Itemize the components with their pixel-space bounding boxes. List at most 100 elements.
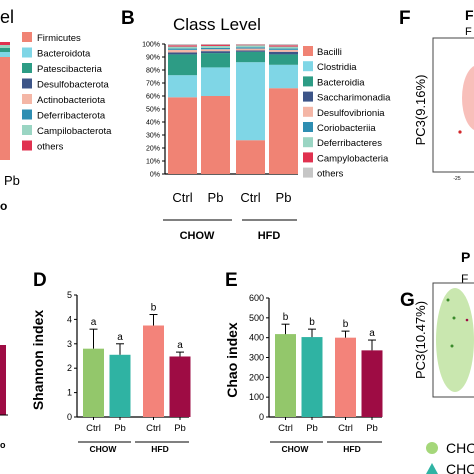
legend-label: Desulfovibrionia — [317, 108, 385, 119]
bar-segment-desulfovibrionia — [168, 49, 197, 53]
x-tick-label: Ctrl — [86, 423, 101, 434]
legend-swatch — [303, 61, 313, 72]
bar-segment-campylobacteria — [168, 45, 197, 47]
panel-g-subtitle: F — [461, 272, 468, 286]
panel-c-label-fragment: o — [0, 440, 6, 450]
legend-label: Actinobacteriota — [37, 95, 106, 106]
x-tick-label: Ctrl — [338, 423, 353, 434]
bar-segment-desulfovibrionia — [236, 48, 265, 51]
y-tick-label: 600 — [249, 293, 264, 303]
panel-a-xlabel: Pb — [4, 173, 20, 188]
significance-letter: b — [309, 317, 315, 328]
legend-label: Clostridia — [317, 62, 357, 73]
x-tick-label: Pb — [276, 190, 292, 205]
panel-d: D Shannon index 0 1 2 3 4 5 a Ctrl a Pb b Ctrl a Pb C… — [30, 270, 191, 454]
panel-g-letter: G — [400, 290, 415, 311]
y-tick-label: 300 — [249, 353, 264, 363]
bar-segment-clostridia — [269, 64, 298, 89]
x-tick-label: Ctrl — [146, 423, 161, 434]
y-tick-label: 0 — [67, 412, 72, 422]
bar-segment-desulfovibrionia — [269, 49, 298, 52]
panel-a-group-label: o — [0, 199, 7, 213]
y-tick-label: 1 — [67, 388, 72, 398]
panel-e-group-chow: CHOW — [282, 444, 310, 454]
bar-segment-clostridia — [168, 75, 197, 98]
bar-segment-desulfovibrionia — [201, 49, 230, 52]
bar-segment-others — [168, 44, 197, 46]
panel-f-plot-frame — [432, 37, 474, 173]
legend-swatch — [303, 152, 313, 163]
legend-swatch — [22, 47, 32, 58]
y-tick-label: 0% — [150, 172, 160, 179]
bar-segment-deferribacteres — [168, 46, 197, 49]
panel-f-title: F — [465, 7, 474, 23]
y-tick-label: 4 — [67, 314, 72, 324]
bar-segment-clostridia — [201, 67, 230, 96]
bar-segment-deferribacteres — [269, 46, 298, 49]
bar — [169, 356, 191, 417]
bar-segment-bacilli — [201, 96, 230, 174]
bar — [361, 350, 383, 417]
bar-segment-coriobacteriia — [168, 48, 197, 50]
legend-label: Bacteroidota — [37, 49, 91, 60]
legend-label: Saccharimonadia — [317, 93, 391, 104]
bar — [83, 348, 104, 417]
panel-g-plot-frame — [432, 282, 474, 398]
panel-d-group-hfd: HFD — [151, 444, 168, 454]
y-tick-label: 500 — [249, 313, 264, 323]
significance-letter: a — [177, 340, 183, 351]
legend-swatch — [303, 122, 313, 132]
legend-swatch — [22, 94, 32, 104]
panel-c-bar-fragment — [0, 345, 6, 415]
bar-segment-saccharimonadia — [269, 51, 298, 55]
bar-segment-saccharimonadia — [236, 50, 265, 52]
bar — [275, 334, 296, 417]
panel-a: el Firmicutes Bacteroidota Patescibacteria… — [0, 7, 112, 213]
bar-segment-saccharimonadia — [168, 52, 197, 55]
panel-g-point — [465, 318, 469, 322]
bar-segment-coriobacteriia — [269, 48, 298, 50]
y-tick-label: 80% — [146, 68, 160, 75]
y-tick-label: 0 — [259, 412, 264, 422]
y-tick-label: 200 — [249, 372, 264, 382]
panel-b-bars — [168, 44, 298, 174]
panel-f-tick-label: -25 — [453, 176, 460, 182]
panel-f: F F F PC3(9.16%) -25 — [399, 7, 474, 182]
bar — [109, 354, 131, 417]
panel-b-x-labels: Ctrl Pb Ctrl Pb — [172, 190, 291, 205]
bar-segment-deferribacteres — [236, 45, 265, 48]
panel-f-ellipse — [462, 66, 474, 130]
legend-label: Bacteroidia — [317, 77, 365, 88]
panel-d-group-chow: CHOW — [90, 444, 118, 454]
y-tick-label: 400 — [249, 333, 264, 343]
panel-g-title: P — [461, 249, 470, 265]
panel-d-ylabel: Shannon index — [30, 310, 46, 411]
panel-e-group-hfd: HFD — [343, 444, 360, 454]
y-tick-label: 100 — [249, 392, 264, 402]
legend-swatch — [303, 106, 313, 117]
y-tick-label: 40% — [146, 120, 160, 127]
bar-segment-campylobacteria — [201, 44, 230, 46]
x-tick-label: Pb — [208, 190, 224, 205]
x-tick-label: Pb — [174, 423, 186, 434]
legend-swatch — [303, 167, 313, 178]
panel-a-bar-seg-deferri — [0, 45, 10, 48]
x-tick-label: Pb — [114, 423, 126, 434]
y-tick-label: 100% — [142, 42, 160, 49]
panel-g: G P F PC3(10.47%) CHO CHO — [400, 249, 474, 474]
legend-label: Campilobacterota — [37, 126, 112, 137]
panel-g-legend-marker-circle — [426, 442, 438, 454]
panel-g-legend-marker-triangle — [426, 463, 438, 474]
panel-b-group-hfd: HFD — [258, 230, 281, 242]
panel-a-bar-seg-campilo — [0, 42, 10, 45]
legend-label: Campylobacteria — [317, 153, 389, 164]
bar-segment-coriobacteriia — [236, 47, 265, 49]
significance-letter: a — [369, 328, 375, 339]
legend-label: others — [317, 169, 344, 180]
bar-segment-others — [269, 44, 298, 46]
panel-e-plot: 0 100 200 300 400 500 600 b Ctrl b Pb b Ctrl a Pb — [249, 293, 383, 434]
panel-g-point — [446, 298, 450, 302]
legend-swatch — [22, 63, 32, 73]
panel-e-ylabel: Chao index — [224, 322, 240, 398]
